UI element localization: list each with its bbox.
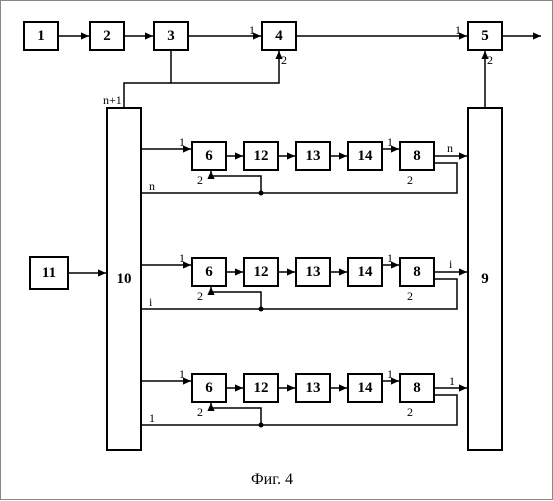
- port-label: n+1: [103, 93, 122, 108]
- node-r3c1: 6: [191, 373, 227, 403]
- port-label: 2: [407, 289, 413, 304]
- node-n3: 3: [153, 21, 189, 51]
- port-label: 1: [179, 367, 185, 382]
- port-label: 1: [387, 251, 393, 266]
- node-r3c3: 13: [295, 373, 331, 403]
- node-r2c3: 13: [295, 257, 331, 287]
- port-label: n: [447, 141, 453, 156]
- node-r2c1: 6: [191, 257, 227, 287]
- node-r1c3: 13: [295, 141, 331, 171]
- port-label: 1: [149, 411, 155, 426]
- node-r1c5: 8: [399, 141, 435, 171]
- node-n5: 5: [467, 21, 503, 51]
- port-label: 1: [387, 367, 393, 382]
- node-r1c4: 14: [347, 141, 383, 171]
- port-label: 1: [249, 23, 255, 38]
- port-label: 1: [179, 135, 185, 150]
- port-label: 2: [487, 53, 493, 68]
- port-label: 1: [455, 23, 461, 38]
- node-n2: 2: [89, 21, 125, 51]
- port-label: 2: [407, 173, 413, 188]
- figure-caption: Фиг. 4: [251, 471, 293, 489]
- port-label: n: [149, 179, 155, 194]
- port-label: i: [449, 257, 452, 272]
- node-r2c4: 14: [347, 257, 383, 287]
- node-n11: 11: [29, 256, 69, 290]
- node-n10: 10: [106, 107, 142, 451]
- node-n4: 4: [261, 21, 297, 51]
- node-r1c2: 12: [243, 141, 279, 171]
- node-r2c2: 12: [243, 257, 279, 287]
- node-r3c2: 12: [243, 373, 279, 403]
- port-label: 1: [179, 251, 185, 266]
- port-label: i: [149, 295, 152, 310]
- node-r3c4: 14: [347, 373, 383, 403]
- port-label: 2: [197, 405, 203, 420]
- port-label: 2: [197, 289, 203, 304]
- port-label: 2: [407, 405, 413, 420]
- node-r1c1: 6: [191, 141, 227, 171]
- port-label: 1: [387, 135, 393, 150]
- node-r3c5: 8: [399, 373, 435, 403]
- node-n9: 9: [467, 107, 503, 451]
- port-label: 2: [281, 53, 287, 68]
- port-label: 2: [197, 173, 203, 188]
- port-label: 1: [449, 374, 455, 389]
- node-r2c5: 8: [399, 257, 435, 287]
- diagram-canvas: 1234511109612131486121314861213148 1212n…: [0, 0, 553, 500]
- node-n1: 1: [23, 21, 59, 51]
